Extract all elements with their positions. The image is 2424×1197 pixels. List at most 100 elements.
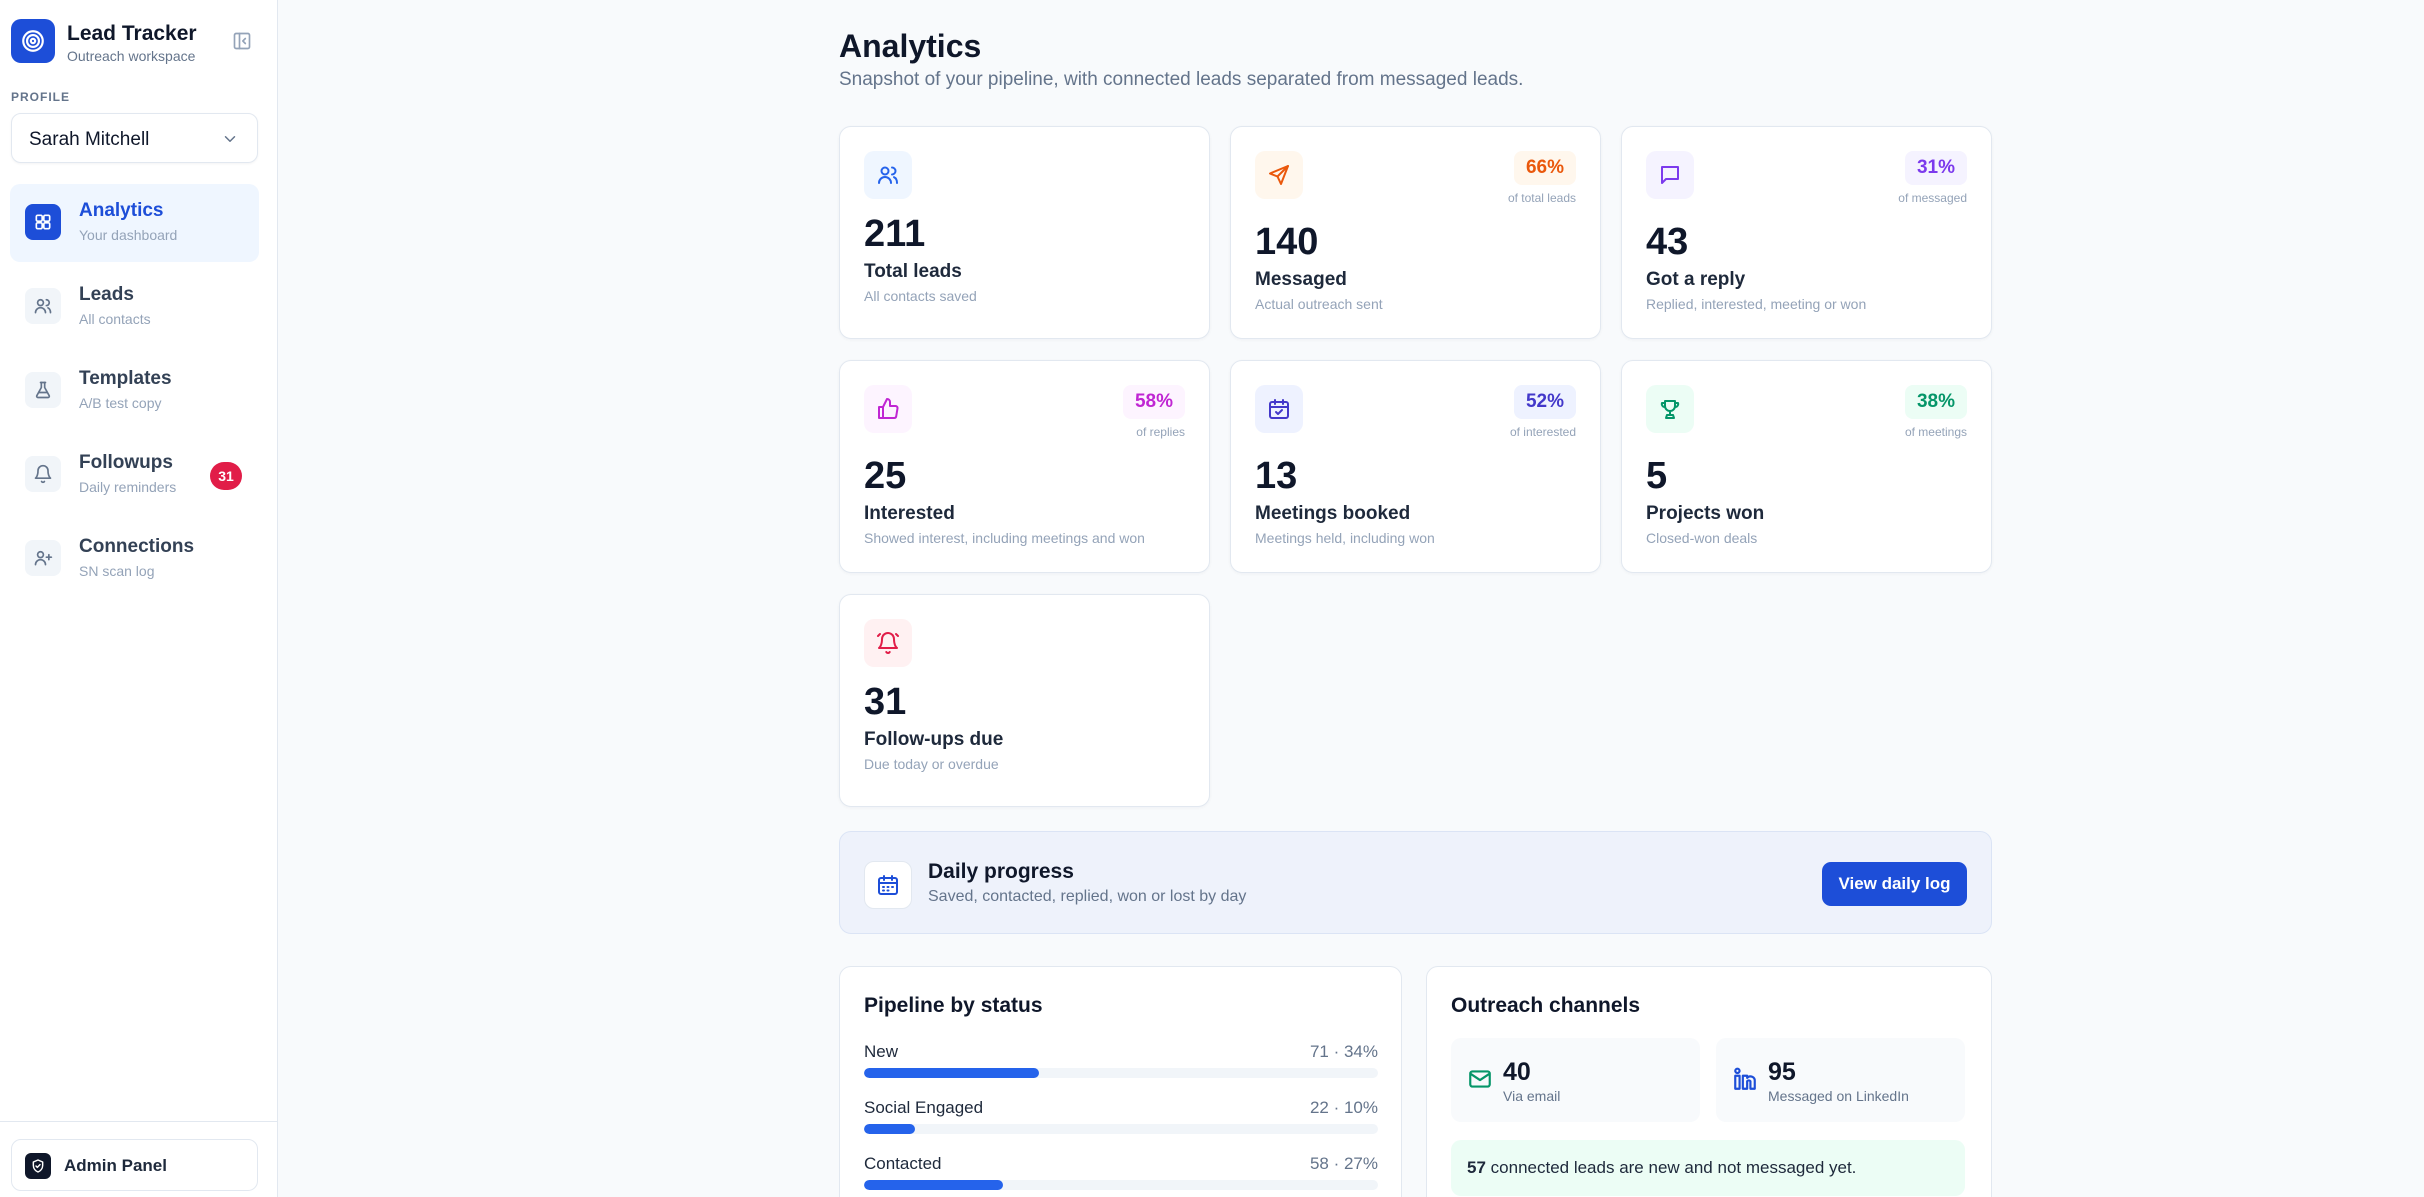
channel-label: Messaged on LinkedIn [1768,1088,1909,1104]
conversion-badge: 66% [1513,151,1576,185]
app-title: Lead Tracker [67,22,197,45]
bell-icon [864,619,912,667]
flask-icon [25,372,61,408]
sidebar-item-label: Leads [79,284,134,305]
user-plus-icon [25,540,61,576]
target-logo-icon [11,19,55,63]
profile-select[interactable]: Sarah Mitchell [11,113,258,163]
trophy-icon [1646,385,1694,433]
status-bar-fill [864,1068,1039,1078]
users-icon [864,151,912,199]
status-name: Contacted [864,1154,942,1173]
status-count: 71 · 34% [1309,1042,1378,1061]
conversion-badge: 38% [1904,385,1967,419]
stat-value: 31 [864,681,907,723]
conversion-caption: of total leads [1507,191,1576,205]
conversion-badge: 52% [1513,385,1576,419]
sidebar-item-followups[interactable]: Followups Daily reminders 31 [10,436,259,514]
connected-leads-text: connected leads are new and not messaged… [1490,1158,1857,1177]
channel-value: 95 [1768,1058,1796,1086]
conversion-caption: of meetings [1904,425,1967,439]
stat-card-meetings: 52% of interested 13 Meetings booked Mee… [1230,360,1601,573]
pipeline-row: New 71 · 34% [864,1042,1378,1082]
chevron-down-icon [221,130,239,153]
thumbs-up-icon [864,385,912,433]
stat-value: 211 [864,213,926,255]
brand: Lead Tracker Outreach workspace [11,19,267,65]
stat-label: Interested [864,503,955,524]
status-name: Social Engaged [864,1098,984,1117]
stat-description: Replied, interested, meeting or won [1646,296,1867,312]
sidebar-item-templates[interactable]: Templates A/B test copy [10,352,259,430]
pipeline-title: Pipeline by status [864,994,1043,1017]
sidebar-item-label: Followups [79,452,173,473]
stat-card-messaged: 66% of total leads 140 Messaged Actual o… [1230,126,1601,339]
stat-label: Messaged [1255,269,1347,290]
daily-progress-banner: Daily progress Saved, contacted, replied… [839,831,1992,934]
channel-value: 40 [1503,1058,1531,1086]
stat-card-followups-due: 31 Follow-ups due Due today or overdue [839,594,1210,807]
status-count: 22 · 10% [1309,1098,1378,1117]
admin-panel-button[interactable]: Admin Panel [11,1139,258,1191]
view-daily-log-button[interactable]: View daily log [1822,862,1967,906]
admin-panel-label: Admin Panel [64,1156,167,1175]
stat-label: Meetings booked [1255,503,1411,524]
pipeline-row: Social Engaged 22 · 10% [864,1098,1378,1138]
stat-description: Closed-won deals [1646,530,1758,546]
sidebar-item-sub: SN scan log [79,563,155,579]
pipeline-panel: Pipeline by status New 71 · 34% Social E… [839,966,1402,1197]
stat-card-projects-won: 38% of meetings 5 Projects won Closed-wo… [1621,360,1992,573]
status-bar-track [864,1180,1378,1190]
stat-card-total-leads: 211 Total leads All contacts saved [839,126,1210,339]
send-icon [1255,151,1303,199]
daily-progress-title: Daily progress [928,860,1074,883]
daily-progress-subtitle: Saved, contacted, replied, won or lost b… [928,888,1247,905]
followups-count-badge: 31 [210,462,242,490]
status-bar-track [864,1068,1378,1078]
page-subtitle: Snapshot of your pipeline, with connecte… [839,69,1524,90]
calendar-icon [864,861,912,909]
app-subtitle: Outreach workspace [67,48,196,64]
sidebar-item-connections[interactable]: Connections SN scan log [10,520,259,598]
stat-label: Projects won [1646,503,1765,524]
linkedin-icon [1732,1066,1758,1092]
stat-label: Total leads [864,261,962,282]
pipeline-row: Contacted 58 · 27% [864,1154,1378,1194]
connected-leads-count: 57 [1467,1158,1486,1177]
stat-label: Got a reply [1646,269,1746,290]
outreach-channels-title: Outreach channels [1451,994,1641,1017]
mail-icon [1467,1066,1493,1092]
calendar-check-icon [1255,385,1303,433]
sidebar: Lead Tracker Outreach workspace PROFILE … [0,0,278,1197]
page-title: Analytics [839,28,982,64]
stat-value: 5 [1646,455,1668,497]
conversion-badge: 58% [1122,385,1185,419]
sidebar-item-label: Templates [79,368,172,389]
sidebar-item-label: Connections [79,536,195,557]
sidebar-footer: Admin Panel [0,1121,278,1197]
channel-email: 40 Via email [1451,1038,1700,1122]
stat-description: All contacts saved [864,288,977,304]
conversion-caption: of replies [1136,425,1185,439]
stat-label: Follow-ups due [864,729,1004,750]
profile-selected-value: Sarah Mitchell [29,129,150,150]
connected-leads-note: 57 connected leads are new and not messa… [1451,1140,1965,1196]
sidebar-item-leads[interactable]: Leads All contacts [10,268,259,346]
profile-label: PROFILE [11,90,71,104]
conversion-badge: 31% [1904,151,1967,185]
sidebar-item-analytics[interactable]: Analytics Your dashboard [10,184,259,262]
sidebar-item-sub: Daily reminders [79,479,177,495]
stat-description: Showed interest, including meetings and … [864,530,1145,546]
conversion-caption: of interested [1509,425,1576,439]
shield-icon [25,1153,51,1179]
status-bar-fill [864,1124,916,1134]
outreach-channels-panel: Outreach channels 40 Via email 95 Messag… [1426,966,1992,1197]
grid-icon [25,204,61,240]
channel-label: Via email [1503,1088,1561,1104]
stat-description: Meetings held, including won [1255,530,1435,546]
status-bar-fill [864,1180,1003,1190]
stat-value: 13 [1255,455,1298,497]
sidebar-item-sub: Your dashboard [79,227,178,243]
status-bar-track [864,1124,1378,1134]
sidebar-collapse-icon[interactable] [229,28,255,54]
